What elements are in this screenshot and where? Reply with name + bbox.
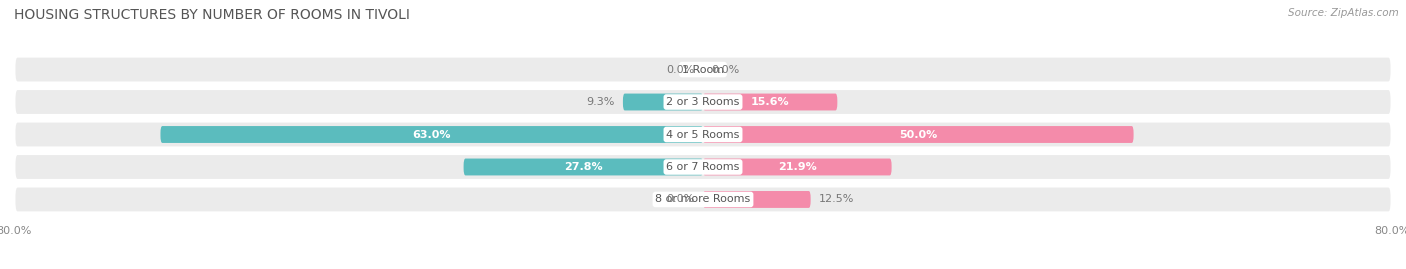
Text: 9.3%: 9.3% xyxy=(586,97,614,107)
FancyBboxPatch shape xyxy=(703,94,838,111)
Text: 0.0%: 0.0% xyxy=(666,194,695,204)
FancyBboxPatch shape xyxy=(703,126,1133,143)
Text: HOUSING STRUCTURES BY NUMBER OF ROOMS IN TIVOLI: HOUSING STRUCTURES BY NUMBER OF ROOMS IN… xyxy=(14,8,411,22)
FancyBboxPatch shape xyxy=(623,94,703,111)
Text: 63.0%: 63.0% xyxy=(412,129,451,140)
Text: 0.0%: 0.0% xyxy=(711,65,740,75)
FancyBboxPatch shape xyxy=(703,158,891,175)
Text: 15.6%: 15.6% xyxy=(751,97,790,107)
FancyBboxPatch shape xyxy=(14,89,1392,115)
Text: 27.8%: 27.8% xyxy=(564,162,603,172)
Text: 21.9%: 21.9% xyxy=(778,162,817,172)
Text: 2 or 3 Rooms: 2 or 3 Rooms xyxy=(666,97,740,107)
FancyBboxPatch shape xyxy=(160,126,703,143)
Text: Source: ZipAtlas.com: Source: ZipAtlas.com xyxy=(1288,8,1399,18)
FancyBboxPatch shape xyxy=(14,186,1392,213)
FancyBboxPatch shape xyxy=(14,121,1392,148)
Text: 0.0%: 0.0% xyxy=(666,65,695,75)
FancyBboxPatch shape xyxy=(703,191,811,208)
FancyBboxPatch shape xyxy=(14,154,1392,180)
Text: 8 or more Rooms: 8 or more Rooms xyxy=(655,194,751,204)
FancyBboxPatch shape xyxy=(464,158,703,175)
Text: 50.0%: 50.0% xyxy=(900,129,938,140)
Text: 4 or 5 Rooms: 4 or 5 Rooms xyxy=(666,129,740,140)
Text: 12.5%: 12.5% xyxy=(820,194,855,204)
Text: 6 or 7 Rooms: 6 or 7 Rooms xyxy=(666,162,740,172)
Text: 1 Room: 1 Room xyxy=(682,65,724,75)
FancyBboxPatch shape xyxy=(14,56,1392,83)
